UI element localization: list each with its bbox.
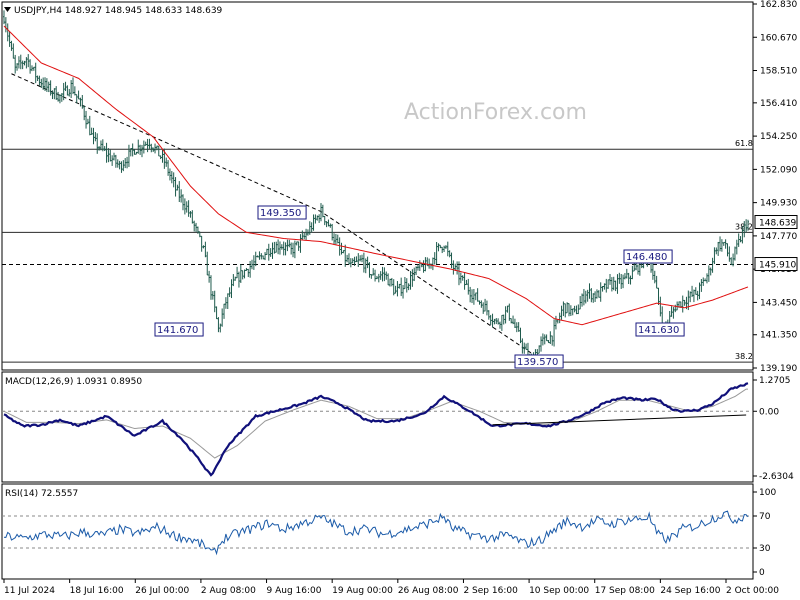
annotation-label: 149.350 [260, 208, 301, 219]
rsi-lines [2, 510, 753, 556]
price-tick-label: 152.090 [760, 165, 797, 175]
macd-signal-line [3, 388, 748, 459]
annotation-label: 141.670 [157, 325, 198, 336]
annotation-label: 141.630 [638, 325, 679, 336]
x-tick-label: 10 Sep 00:00 [529, 586, 589, 596]
annotation-box [635, 322, 685, 337]
hline-price-badge [754, 257, 798, 272]
x-tick-label: 9 Aug 16:00 [267, 586, 322, 596]
price-tick-label: 149.930 [760, 199, 797, 209]
price-tick-label: 141.350 [760, 331, 797, 341]
macd-tick-label: -2.6304 [759, 472, 794, 482]
x-tick-label: 24 Sep 16:00 [660, 586, 720, 596]
price-tick-label: 162.830 [760, 0, 797, 10]
rsi-tick-label: 0 [759, 568, 765, 578]
dropdown-triangle-icon[interactable] [4, 7, 11, 12]
fib-label: 38.2 [735, 352, 753, 361]
current-price-label: 148.639 [759, 219, 796, 229]
annotation-label: 146.480 [626, 252, 667, 263]
price-annotations: 149.350 141.670 146.480 141.630 139.570 [154, 205, 685, 369]
current-price-badge [754, 215, 798, 230]
annotation-box [514, 354, 564, 369]
price-tick-label: 139.190 [760, 364, 797, 374]
axes: 162.830 160.670 158.510 156.410 154.250 152.0… [3, 0, 798, 596]
annotation-box [154, 322, 204, 337]
x-tick-label: 18 Jul 16:00 [70, 586, 124, 596]
price-tick-label: 147.770 [760, 232, 797, 242]
header-ohlc: USDJPY,H4 148.927 148.945 148.633 148.63… [14, 6, 223, 16]
macd-tick-label: 0.00 [759, 407, 779, 417]
x-tick-label: 2 Sep 16:00 [463, 586, 518, 596]
x-tick-label: 26 Jul 00:00 [135, 586, 189, 596]
macd-trendline [492, 414, 747, 426]
price-tick-label: 160.670 [760, 33, 797, 43]
x-tick-label: 19 Aug 00:00 [332, 586, 393, 596]
price-tick-label: 156.410 [760, 99, 797, 109]
price-tick-label: 158.510 [760, 67, 797, 77]
x-tick-label: 11 Jul 2024 [4, 586, 55, 596]
macd-line [3, 382, 749, 477]
annotation-box [257, 205, 307, 220]
x-tick-label: 17 Sep 08:00 [595, 586, 655, 596]
macd-header: MACD(12,26,9) 1.0931 0.8950 [5, 377, 142, 387]
price-pane [1, 1, 754, 371]
rsi-line [3, 510, 749, 556]
macd-pane [1, 371, 754, 483]
moving-average [3, 25, 749, 326]
rsi-tick-label: 70 [759, 512, 771, 522]
rsi-tick-label: 100 [759, 488, 776, 498]
annotation-box [623, 249, 673, 264]
fib-levels: 61.838.238.2 [2, 139, 753, 363]
macd-lines [2, 382, 753, 477]
price-tick-label: 154.250 [760, 132, 797, 142]
x-tick-label: 26 Aug 08:00 [398, 586, 459, 596]
hline-price-label: 145.910 [759, 261, 796, 271]
rsi-pane [1, 483, 754, 580]
annotation-label: 139.570 [517, 357, 558, 368]
watermark: ActionForex.com [404, 100, 587, 125]
price-tick-label: 143.450 [760, 298, 797, 308]
x-tick-label: 2 Aug 08:00 [201, 586, 256, 596]
x-tick-label: 2 Oct 00:00 [726, 586, 779, 596]
macd-tick-label: 1.2705 [759, 376, 791, 386]
rsi-header: RSI(14) 72.5557 [5, 489, 78, 499]
fib-label: 61.8 [735, 139, 753, 148]
rsi-tick-label: 30 [759, 544, 771, 554]
ma-line [3, 25, 749, 326]
